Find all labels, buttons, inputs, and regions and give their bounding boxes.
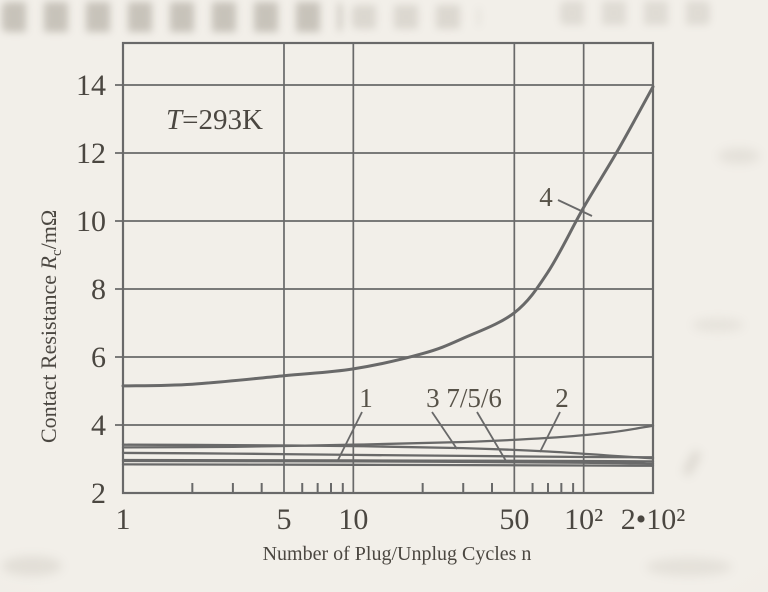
temperature-value: =293K	[182, 104, 263, 136]
y-axis-unit: /mΩ	[36, 210, 61, 250]
y-tick-label-12: 12	[76, 137, 106, 170]
scan-artifact	[646, 558, 732, 576]
series-curve-6	[121, 459, 655, 465]
series-curve-7	[121, 463, 655, 467]
y-axis-title-text: Contact Resistance	[36, 269, 61, 443]
plot-frame	[121, 41, 655, 495]
x-tick-labels: 1 5 10 50 10² 2•10²	[116, 503, 686, 536]
y-axis-title: Contact Resistance Rc/mΩ	[36, 210, 65, 443]
grid	[115, 43, 653, 493]
y-tick-label-8: 8	[91, 273, 106, 306]
leader-line-1	[337, 411, 363, 461]
y-tick-label-4: 4	[91, 409, 106, 442]
scan-artifact	[2, 556, 62, 576]
x-tick-label-5: 5	[276, 503, 291, 536]
curve-label-4: 4	[539, 182, 553, 212]
leader-line-4	[557, 199, 593, 217]
leader-line-2	[539, 411, 561, 453]
scan-artifact	[2, 2, 342, 32]
curves	[121, 85, 655, 467]
x-axis-title: Number of Plug/Unplug Cycles n	[263, 543, 532, 565]
x-tick-label-1: 1	[116, 503, 131, 536]
series-curve-1	[121, 451, 655, 459]
leader-line-3	[431, 411, 458, 450]
y-axis-subscript: c	[49, 249, 65, 256]
scan-artifact	[560, 1, 710, 25]
x-minor-ticks	[191, 483, 575, 493]
y-tick-label-14: 14	[76, 69, 106, 102]
curve-label-2: 2	[555, 383, 569, 413]
x-tick-label-200: 2•10²	[621, 503, 686, 536]
series-curve-2	[121, 424, 655, 449]
x-tick-label-50: 50	[499, 503, 529, 536]
scan-artifact	[718, 148, 760, 164]
temperature-symbol: T	[166, 104, 184, 136]
series-curve-4	[121, 85, 655, 388]
y-tick-label-2: 2	[91, 477, 106, 510]
y-tick-label-6: 6	[91, 341, 106, 374]
y-tick-label-10: 10	[76, 205, 106, 238]
y-axis-symbol: R	[36, 255, 61, 270]
series-curve-3	[121, 443, 655, 460]
x-tick-label-100: 10²	[564, 503, 603, 536]
scan-artifact	[352, 5, 480, 29]
curve-label-1: 1	[359, 383, 373, 413]
leader-line-5-6	[476, 411, 507, 462]
curve-label-3756: 3 7/5/6	[426, 383, 502, 413]
scan-artifact	[692, 318, 744, 332]
y-tick-labels: 14 12 10 8 6 4 2	[76, 69, 106, 510]
x-tick-label-10: 10	[338, 503, 368, 536]
temperature-annotation: T=293K	[166, 104, 263, 136]
